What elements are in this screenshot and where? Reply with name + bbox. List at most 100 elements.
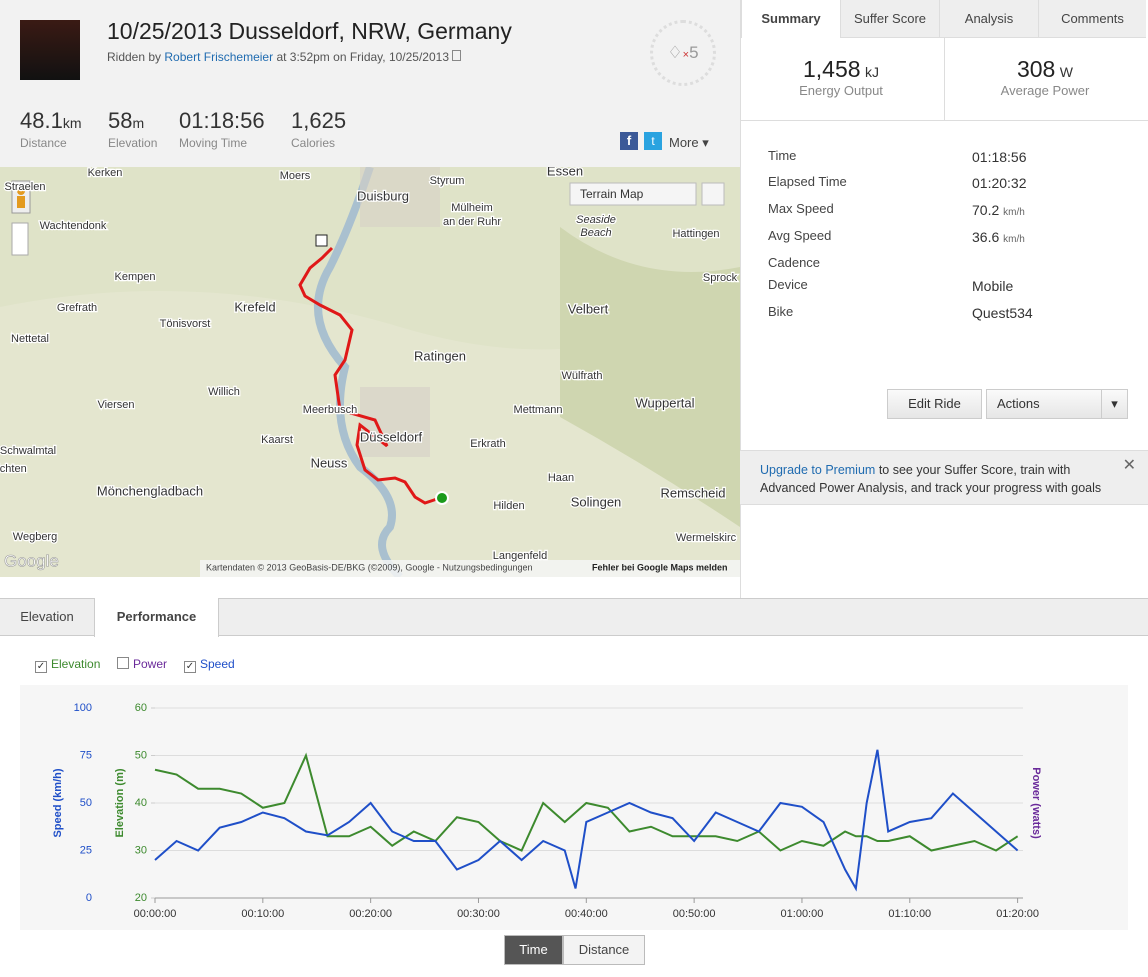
y2-tick-label: 40 (135, 797, 147, 809)
map-label: Wegberg (13, 531, 57, 543)
y2-tick-label: 30 (135, 844, 147, 856)
summary-unit: kJ (865, 64, 879, 80)
stat-value: 48.1 (20, 108, 63, 133)
title: 10/25/2013 Dusseldorf, NRW, Germany (107, 18, 512, 44)
detail-label: Bike (768, 304, 794, 319)
map-label: ichten (0, 463, 27, 475)
map-label: Tönisvorst (160, 318, 211, 330)
map-label: Essen (547, 167, 583, 178)
tab[interactable]: Comments (1038, 0, 1146, 38)
tab[interactable]: Elevation (20, 609, 74, 624)
value: 36.6 (972, 229, 1000, 245)
stat-value: 1,625 (291, 108, 347, 133)
legend-label: Elevation (51, 657, 101, 671)
avatar[interactable] (20, 20, 80, 80)
axis-title: Elevation (m) (114, 768, 126, 837)
map-label: Hilden (493, 500, 524, 512)
map-label: Styrum (430, 175, 465, 187)
tab[interactable]: Performance (94, 598, 219, 637)
map-label: Kaarst (261, 434, 293, 446)
detail-label: Time (768, 148, 797, 163)
legend-item[interactable]: ✓ Elevation (35, 657, 100, 673)
premium-banner: Upgrade to Premium to see your Suffer Sc… (740, 450, 1148, 505)
x-tick-label: 00:40:00 (565, 908, 608, 920)
map-attribution: Kartendaten © 2013 GeoBasis-DE/BKG (©200… (206, 562, 532, 572)
map-label: Ratingen (414, 348, 466, 363)
map-label: Mönchengladbach (97, 483, 203, 498)
series-line (154, 749, 1019, 892)
premium-link[interactable]: Upgrade to Premium (760, 463, 876, 477)
map-label: Haan (548, 472, 574, 484)
summary-value: 1,458 (802, 56, 861, 82)
summary-unit: W (1059, 64, 1074, 80)
facebook[interactable]: f (620, 132, 638, 150)
stat-value: 58 (108, 108, 133, 133)
detail-label: Max Speed (768, 201, 834, 216)
x-toggle[interactable]: Time (504, 935, 563, 965)
y-tick-label: 50 (80, 797, 92, 809)
map-label: Meerbusch (303, 404, 357, 416)
summary-label: Average Power (1000, 83, 1090, 98)
detail-value: 01:18:56 (972, 149, 1027, 165)
checkbox[interactable]: ✓ (35, 661, 47, 673)
athlete-link[interactable]: Robert Frischemeier (164, 50, 274, 64)
map-label: Wermelskirc (676, 532, 737, 544)
axis-title: Power (watts) (1030, 767, 1042, 839)
summary-label: Energy Output (799, 83, 883, 98)
twitter[interactable]: t (644, 132, 662, 150)
map-label: Hattingen (672, 228, 719, 240)
detail-value: 01:20:32 (972, 175, 1027, 191)
x-tick-label: 00:10:00 (241, 908, 284, 920)
x-tick-label: 00:20:00 (349, 908, 392, 920)
value: 01:20:32 (972, 175, 1027, 191)
stat: 1,625 Calories (291, 108, 346, 150)
map-label: Wachtendonk (40, 220, 107, 232)
stat: 48.1km Distance (20, 108, 82, 150)
legend-item[interactable]: Power (117, 657, 167, 671)
detail-value: Quest534 (972, 305, 1033, 321)
detail-value: Mobile (972, 278, 1013, 294)
stat-label: Moving Time (179, 136, 248, 150)
map-label: an der Ruhr (443, 216, 501, 228)
map-type: Terrain Map (580, 187, 644, 201)
unit: km/h (1003, 207, 1025, 218)
map-label: Velbert (568, 301, 609, 316)
unit: km/h (1003, 234, 1025, 245)
map-label: Mülheim (451, 202, 493, 214)
close[interactable]: ✕ (1122, 457, 1136, 474)
tab[interactable]: Suffer Score (840, 0, 939, 38)
y-tick-label: 0 (86, 892, 92, 904)
map-label: Langenfeld (493, 550, 547, 562)
trophy[interactable]: ♢×5 (650, 20, 716, 86)
x-toggle[interactable]: Distance (563, 935, 645, 965)
tab[interactable]: Analysis (939, 0, 1038, 38)
x-tick-label: 00:50:00 (673, 908, 716, 920)
y-tick-label: 75 (80, 749, 92, 761)
checkbox[interactable]: ✓ (184, 661, 196, 673)
legend-label: Power (133, 657, 168, 671)
value: 70.2 (972, 202, 1000, 218)
detail-label: Avg Speed (768, 228, 832, 243)
value: 01:18:56 (972, 149, 1027, 165)
map-label: Moers (280, 170, 311, 182)
map[interactable]: Kerken Moers Styrum Essen Duisburg Mülheim an … (0, 167, 740, 577)
edit-ride-button[interactable]: Edit Ride (887, 389, 982, 419)
share-more[interactable]: More ▾ (669, 135, 709, 150)
checkbox[interactable] (117, 657, 129, 669)
tab[interactable]: Summary (741, 0, 840, 38)
map-label: Solingen (571, 494, 622, 509)
legend-item[interactable]: ✓ Speed (184, 657, 235, 673)
detail-label: Elapsed Time (768, 174, 847, 189)
map-label: Grefrath (57, 302, 97, 314)
plot-background (20, 685, 1128, 930)
axis-title: Speed (km/h) (52, 768, 64, 837)
map-label: Wuppertal (635, 395, 694, 410)
map-label: Kempen (115, 271, 156, 283)
actions-button[interactable]: Actions ▾ (986, 389, 1128, 419)
map-label: Wülfrath (562, 370, 603, 382)
map-label: Krefeld (234, 299, 275, 314)
y2-tick-label: 50 (135, 749, 147, 761)
google-logo: Google (4, 551, 59, 570)
map-label: Nettetal (11, 333, 49, 345)
